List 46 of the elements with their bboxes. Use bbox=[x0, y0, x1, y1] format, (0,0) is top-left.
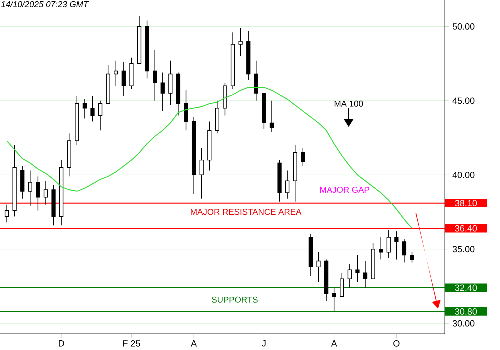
candlestick bbox=[324, 259, 329, 302]
candlestick bbox=[379, 237, 384, 260]
ref-line-label: 38.10 bbox=[455, 200, 478, 207]
x-tick-label: F 25 bbox=[123, 340, 140, 347]
candlestick bbox=[28, 170, 32, 207]
candlestick bbox=[363, 260, 368, 288]
candlestick bbox=[200, 148, 204, 200]
x-tick-label: A bbox=[331, 340, 338, 347]
annotation: MAJOR GAP bbox=[320, 187, 370, 194]
candlestick bbox=[114, 60, 118, 86]
candlestick bbox=[160, 72, 165, 112]
candlestick bbox=[286, 170, 290, 200]
x-tick-label: A bbox=[191, 340, 198, 347]
ref-line-label: 32.40 bbox=[455, 284, 478, 292]
candlestick bbox=[402, 238, 407, 264]
candlestick bbox=[153, 50, 158, 102]
annotation: MA 100 bbox=[334, 100, 364, 107]
candlestick bbox=[168, 60, 173, 106]
candlestick bbox=[308, 234, 314, 276]
candlestick bbox=[230, 32, 236, 90]
y-tick-label: 35.00 bbox=[452, 246, 475, 253]
candlestick bbox=[348, 264, 352, 288]
candlestick bbox=[238, 28, 243, 57]
ref-line-label: 36.40 bbox=[455, 225, 478, 232]
annotation: SUPPORTS bbox=[212, 296, 258, 303]
candlestick bbox=[176, 72, 181, 116]
candlestick bbox=[82, 99, 88, 120]
y-tick-label: 50.00 bbox=[452, 24, 475, 30]
annotation: MAJOR RESISTANCE AREA bbox=[191, 209, 302, 216]
candlestick bbox=[60, 160, 64, 226]
ref-line-label: 30.80 bbox=[455, 308, 478, 315]
x-tick-label: O bbox=[394, 340, 400, 347]
candlestick bbox=[254, 60, 258, 102]
candlestick bbox=[215, 100, 220, 134]
candlestick bbox=[4, 204, 10, 224]
x-tick-label: D bbox=[59, 340, 64, 347]
annotation: 14/10/2025 07:23 GMT bbox=[1, 1, 90, 8]
candlestick bbox=[270, 100, 274, 132]
candlestick bbox=[44, 180, 48, 206]
y-tick-label: 40.00 bbox=[452, 172, 475, 178]
y-tick-label: 45.00 bbox=[452, 98, 475, 104]
y-tick-label: 30.00 bbox=[452, 320, 475, 327]
candlestick bbox=[192, 116, 196, 195]
candlestick bbox=[122, 62, 126, 97]
candlestick bbox=[98, 100, 103, 131]
x-tick-label: J bbox=[262, 340, 266, 347]
